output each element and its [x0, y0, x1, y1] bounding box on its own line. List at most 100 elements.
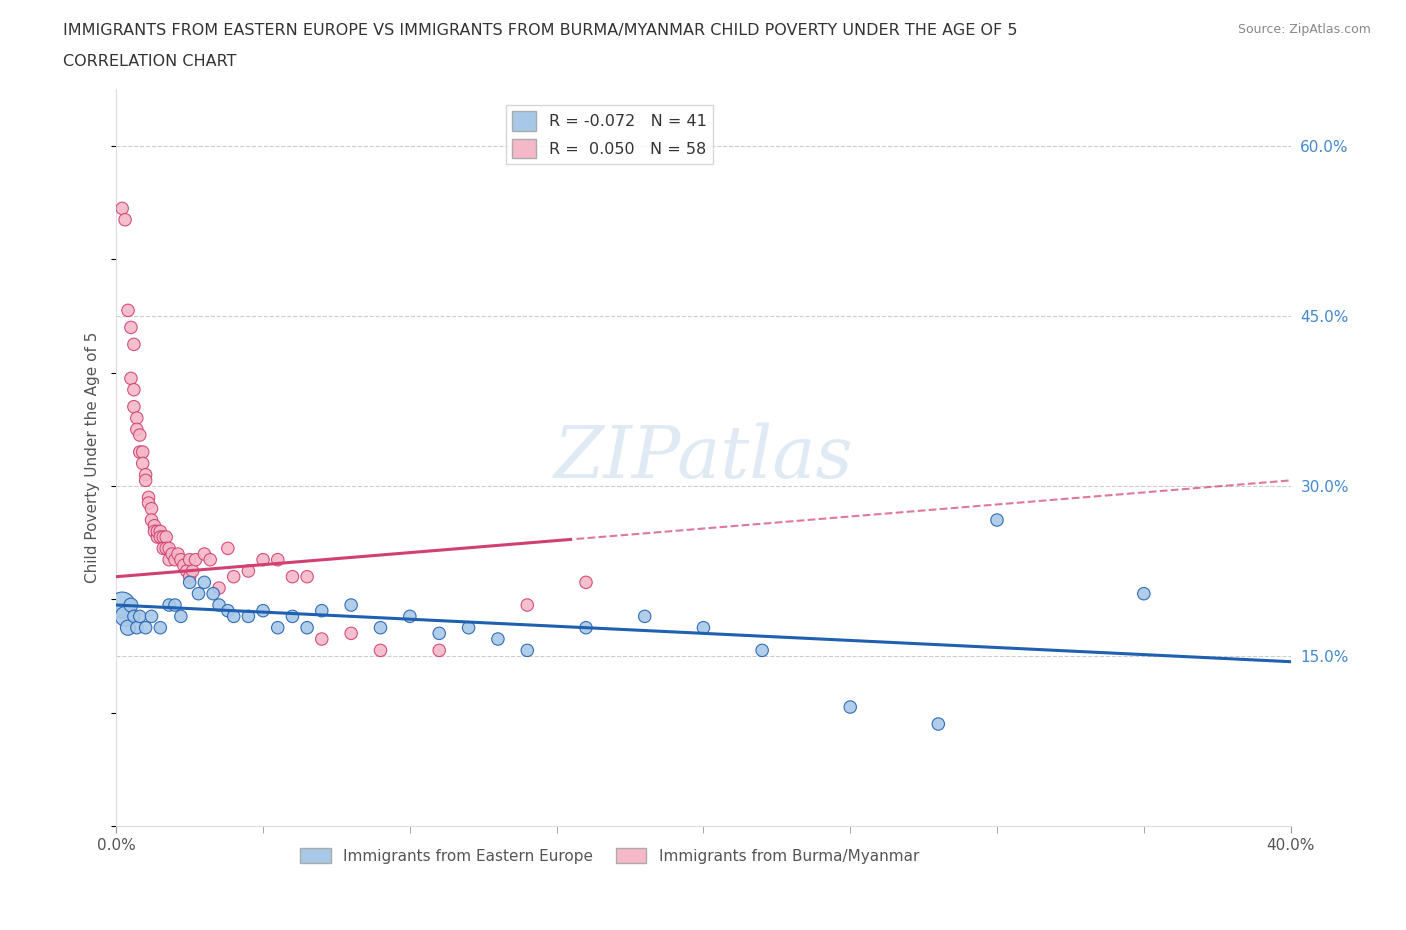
- Point: [340, 598, 363, 613]
- Point: [170, 609, 193, 624]
- Point: [295, 620, 318, 635]
- Point: [120, 371, 142, 386]
- Point: [111, 201, 134, 216]
- Text: Source: ZipAtlas.com: Source: ZipAtlas.com: [1237, 23, 1371, 36]
- Point: [117, 620, 139, 635]
- Point: [295, 569, 318, 584]
- Point: [122, 399, 145, 414]
- Point: [122, 337, 145, 352]
- Point: [176, 564, 198, 578]
- Point: [217, 604, 239, 618]
- Point: [141, 512, 163, 527]
- Point: [149, 529, 172, 544]
- Point: [179, 575, 201, 590]
- Point: [111, 598, 134, 613]
- Point: [516, 598, 538, 613]
- Point: [141, 609, 163, 624]
- Point: [208, 580, 231, 595]
- Point: [575, 620, 598, 635]
- Point: [222, 569, 245, 584]
- Point: [457, 620, 479, 635]
- Point: [152, 541, 174, 556]
- Point: [138, 496, 160, 511]
- Point: [131, 456, 153, 471]
- Point: [138, 490, 160, 505]
- Point: [157, 541, 180, 556]
- Point: [634, 609, 657, 624]
- Point: [125, 411, 148, 426]
- Point: [238, 609, 260, 624]
- Point: [575, 575, 598, 590]
- Point: [122, 382, 145, 397]
- Point: [427, 643, 450, 658]
- Point: [187, 586, 209, 601]
- Point: [200, 552, 222, 567]
- Text: CORRELATION CHART: CORRELATION CHART: [63, 54, 236, 69]
- Point: [184, 552, 207, 567]
- Point: [146, 524, 169, 538]
- Point: [167, 547, 190, 562]
- Point: [128, 428, 150, 443]
- Point: [486, 631, 509, 646]
- Point: [131, 445, 153, 459]
- Point: [143, 524, 166, 538]
- Point: [1133, 586, 1156, 601]
- Text: ZIPatlas: ZIPatlas: [554, 422, 853, 493]
- Point: [692, 620, 714, 635]
- Point: [202, 586, 225, 601]
- Point: [152, 529, 174, 544]
- Point: [370, 620, 392, 635]
- Point: [141, 501, 163, 516]
- Legend: Immigrants from Eastern Europe, Immigrants from Burma/Myanmar: Immigrants from Eastern Europe, Immigran…: [294, 842, 925, 870]
- Point: [120, 598, 142, 613]
- Point: [125, 422, 148, 437]
- Point: [128, 609, 150, 624]
- Point: [267, 552, 290, 567]
- Point: [149, 524, 172, 538]
- Text: IMMIGRANTS FROM EASTERN EUROPE VS IMMIGRANTS FROM BURMA/MYANMAR CHILD POVERTY UN: IMMIGRANTS FROM EASTERN EUROPE VS IMMIGR…: [63, 23, 1018, 38]
- Point: [149, 620, 172, 635]
- Point: [311, 604, 333, 618]
- Point: [267, 620, 290, 635]
- Point: [160, 547, 183, 562]
- Point: [114, 609, 136, 624]
- Point: [427, 626, 450, 641]
- Point: [157, 552, 180, 567]
- Point: [163, 598, 186, 613]
- Point: [179, 569, 201, 584]
- Point: [222, 609, 245, 624]
- Point: [193, 575, 215, 590]
- Point: [252, 604, 274, 618]
- Point: [163, 552, 186, 567]
- Y-axis label: Child Poverty Under the Age of 5: Child Poverty Under the Age of 5: [86, 332, 100, 583]
- Point: [751, 643, 773, 658]
- Point: [173, 558, 195, 573]
- Point: [143, 518, 166, 533]
- Point: [217, 541, 239, 556]
- Point: [252, 552, 274, 567]
- Point: [146, 529, 169, 544]
- Point: [128, 445, 150, 459]
- Point: [179, 552, 201, 567]
- Point: [839, 699, 862, 714]
- Point: [208, 598, 231, 613]
- Point: [370, 643, 392, 658]
- Point: [927, 717, 949, 732]
- Point: [114, 212, 136, 227]
- Point: [120, 320, 142, 335]
- Point: [135, 620, 157, 635]
- Point: [340, 626, 363, 641]
- Point: [238, 564, 260, 578]
- Point: [516, 643, 538, 658]
- Point: [122, 609, 145, 624]
- Point: [399, 609, 422, 624]
- Point: [281, 569, 304, 584]
- Point: [193, 547, 215, 562]
- Point: [181, 564, 204, 578]
- Point: [135, 467, 157, 482]
- Point: [281, 609, 304, 624]
- Point: [155, 529, 177, 544]
- Point: [311, 631, 333, 646]
- Point: [135, 473, 157, 488]
- Point: [157, 598, 180, 613]
